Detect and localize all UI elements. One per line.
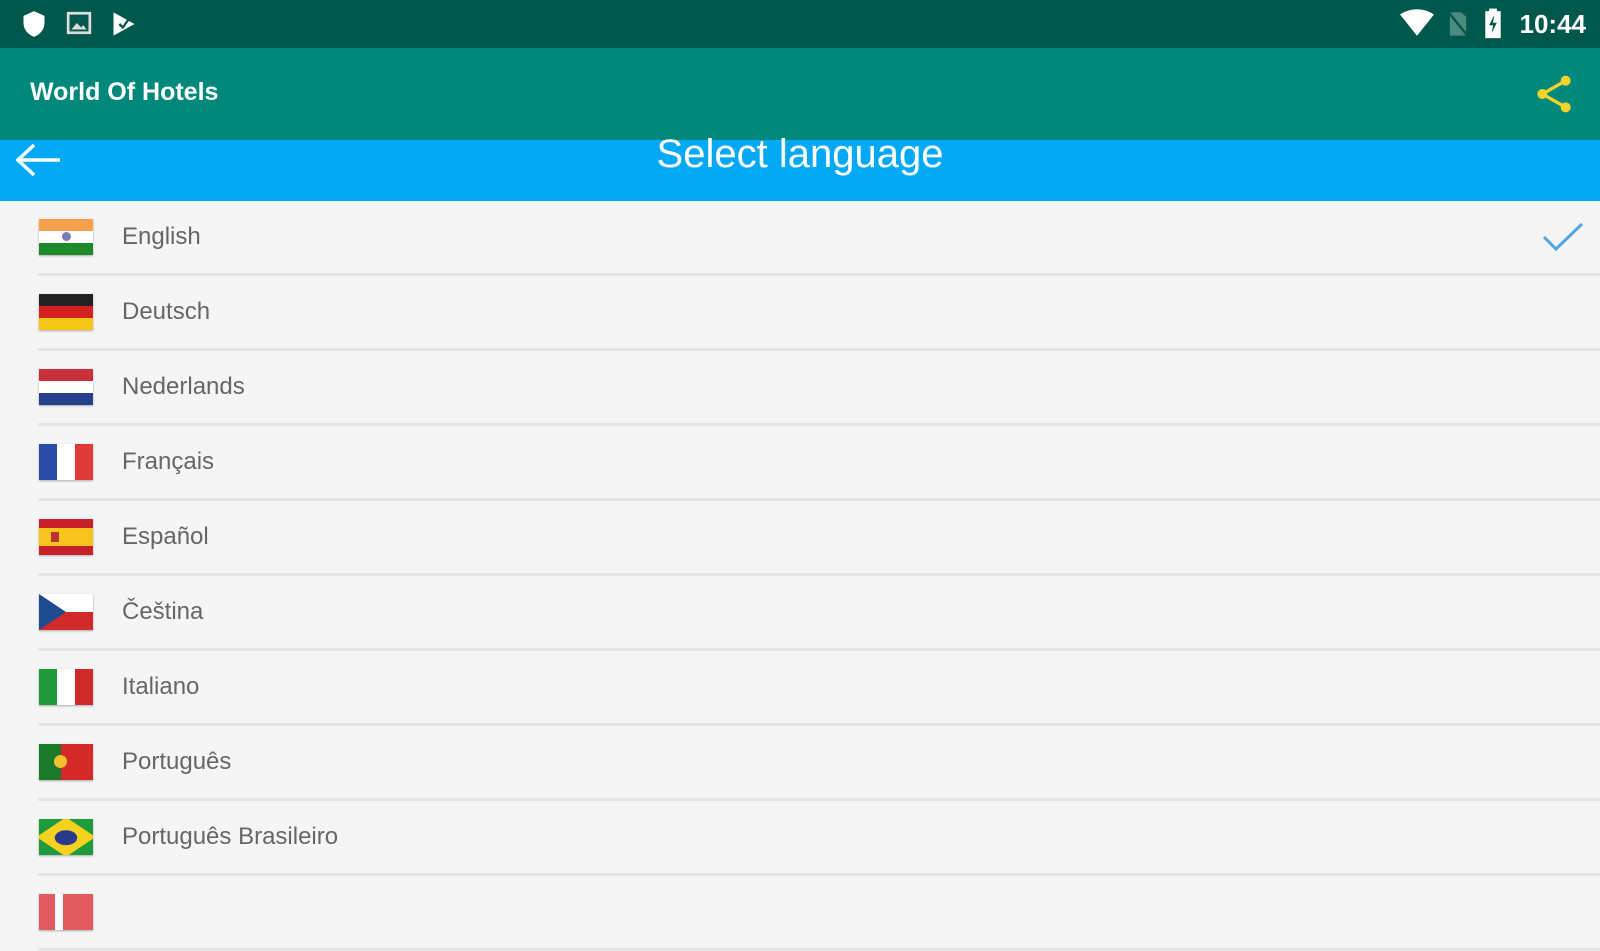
language-label: Português — [122, 748, 232, 775]
checkmark-icon — [1542, 222, 1584, 252]
image-icon — [66, 11, 92, 35]
language-item-italy[interactable]: Italiano — [38, 651, 1600, 726]
language-item-netherlands[interactable]: Nederlands — [38, 351, 1600, 426]
language-item-brazil[interactable]: Português Brasileiro — [38, 801, 1600, 876]
language-label: English — [122, 223, 201, 250]
language-item-norway[interactable] — [38, 876, 1600, 951]
flag-india-icon — [39, 219, 93, 255]
language-label: Português Brasileiro — [122, 823, 339, 850]
language-item-czech[interactable]: Čeština — [38, 576, 1600, 651]
app-bar: World Of Hotels — [0, 48, 1600, 140]
clock: 10:44 — [1519, 9, 1587, 39]
language-item-portugal[interactable]: Português — [38, 726, 1600, 801]
flag-netherlands-icon — [39, 369, 93, 405]
language-label: Čeština — [122, 598, 204, 625]
flag-germany-icon — [39, 294, 93, 330]
language-item-france[interactable]: Français — [38, 426, 1600, 501]
shield-icon — [23, 11, 45, 37]
status-bar: 10:44 — [0, 0, 1600, 48]
arrow-left-icon[interactable] — [14, 142, 64, 178]
language-item-india[interactable]: English — [38, 201, 1600, 276]
battery-charging-icon — [1485, 8, 1501, 39]
language-label: Italiano — [122, 673, 200, 700]
flag-brazil-icon — [39, 819, 93, 855]
language-label: Nederlands — [122, 373, 245, 400]
language-label: Français — [122, 448, 215, 475]
language-item-germany[interactable]: Deutsch — [38, 276, 1600, 351]
language-label: Deutsch — [122, 298, 211, 325]
app-title: World Of Hotels — [30, 78, 219, 106]
language-header: Select language — [0, 132, 1600, 201]
play-store-icon — [113, 12, 135, 36]
wifi-icon — [1400, 9, 1434, 36]
flag-italy-icon — [39, 669, 93, 705]
language-item-spain[interactable]: Español — [38, 501, 1600, 576]
language-label: Español — [122, 523, 209, 550]
page-title: Select language — [656, 132, 944, 176]
flag-norway-icon — [39, 894, 93, 930]
flag-czech-icon — [39, 594, 93, 630]
language-list: English Deutsch Nederlands Français Español Č… — [0, 201, 1600, 951]
flag-spain-icon — [39, 519, 93, 555]
flag-portugal-icon — [39, 744, 93, 780]
flag-france-icon — [39, 444, 93, 480]
no-sim-icon — [1446, 10, 1470, 38]
share-icon[interactable] — [1534, 74, 1574, 114]
